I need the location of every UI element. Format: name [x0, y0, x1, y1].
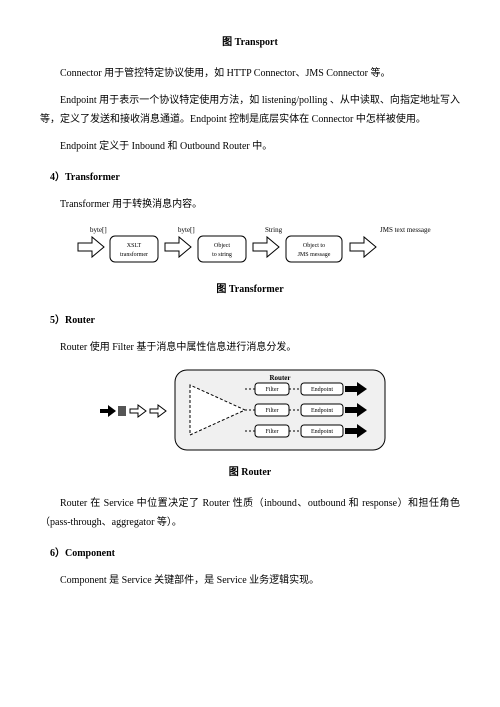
svg-text:Object: Object	[214, 243, 230, 249]
label-byte2: byte[]	[178, 226, 195, 234]
svg-text:JMS message: JMS message	[298, 252, 331, 258]
paragraph-transformer: Transformer 用于转换消息内容。	[40, 195, 460, 214]
section-component: 6）Component	[40, 544, 460, 563]
paragraph-component: Component 是 Service 关键部件，是 Service 业务逻辑实…	[40, 571, 460, 590]
paragraph-endpoint-1: Endpoint 用于表示一个协议特定使用方法，如 listening/poll…	[40, 91, 460, 129]
transformer-diagram: byte[] XSLT transformer byte[] Object to…	[60, 222, 440, 272]
svg-text:transformer: transformer	[120, 251, 148, 258]
svg-text:Endpoint: Endpoint	[311, 429, 333, 435]
paragraph-router-2: Router 在 Service 中位置决定了 Router 性质（inboun…	[40, 494, 460, 532]
svg-text:Filter: Filter	[266, 429, 279, 435]
svg-text:to string: to string	[212, 252, 232, 258]
figure-transformer-title: 图 Transformer	[40, 280, 460, 299]
section-transformer: 4）Transformer	[40, 168, 460, 187]
svg-text:Filter: Filter	[266, 408, 279, 414]
paragraph-router-1: Router 使用 Filter 基于消息中属性信息进行消息分发。	[40, 338, 460, 357]
section-router: 5）Router	[40, 311, 460, 330]
svg-text:XSLT: XSLT	[127, 243, 142, 249]
label-jms: JMS text message	[380, 226, 431, 234]
paragraph-endpoint-2: Endpoint 定义于 Inbound 和 Outbound Router 中…	[40, 137, 460, 156]
paragraph-connector: Connector 用于管控特定协议使用，如 HTTP Connector、JM…	[40, 64, 460, 83]
label-string: String	[265, 226, 283, 234]
figure-router-title: 图 Router	[40, 463, 460, 482]
label-byte1: byte[]	[90, 226, 107, 234]
svg-text:Object to: Object to	[303, 243, 325, 249]
svg-text:Endpoint: Endpoint	[311, 408, 333, 414]
figure-transport-title: 图 Transport	[40, 33, 460, 52]
router-title: Router	[270, 374, 291, 382]
svg-text:Endpoint: Endpoint	[311, 387, 333, 393]
router-diagram: Router Filter Endpoint Filter Endpoint F…	[95, 365, 405, 455]
svg-text:Filter: Filter	[266, 387, 279, 393]
